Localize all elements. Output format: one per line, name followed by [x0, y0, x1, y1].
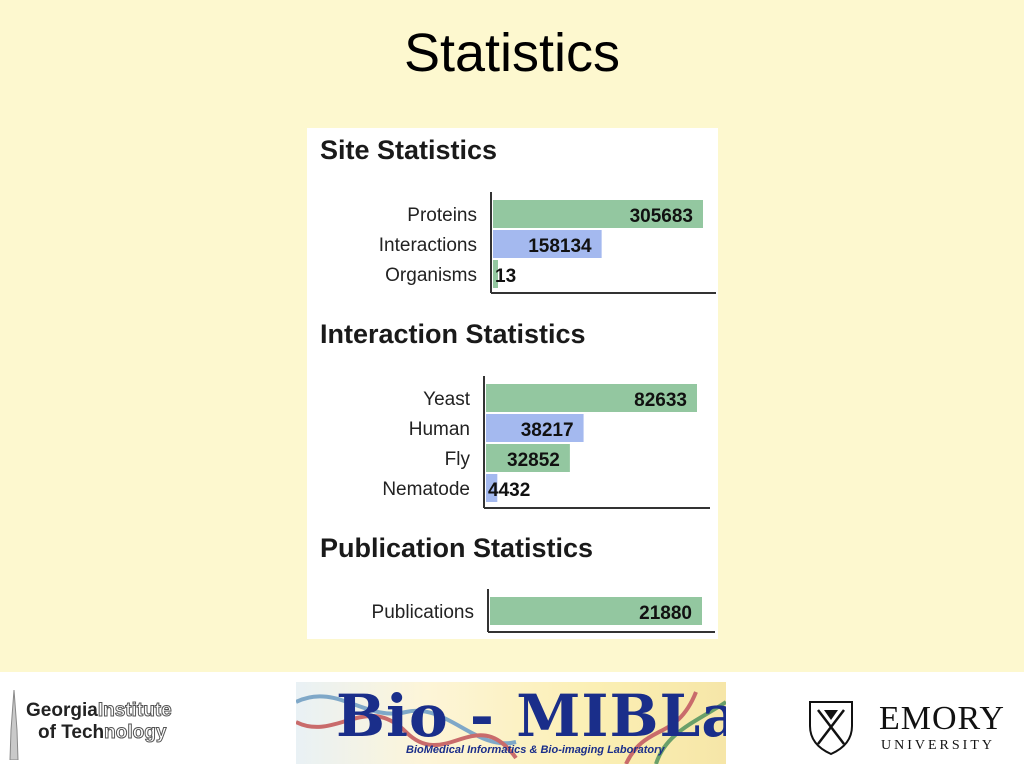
category-label-organisms: Organisms — [385, 265, 477, 286]
gt-line2-light: nology — [104, 722, 167, 744]
category-label-yeast: Yeast — [423, 389, 471, 410]
site-statistics-title: Site Statistics — [320, 135, 497, 165]
bar-organisms — [493, 260, 498, 288]
category-label-interactions: Interactions — [379, 235, 477, 256]
value-label-fly: 32852 — [507, 450, 560, 471]
bio-miblab-logo: Bio - MIBLab BioMedical Informatics & Bi… — [296, 682, 726, 764]
tech-tower-icon — [9, 690, 19, 760]
category-label-publications: Publications — [372, 602, 474, 623]
bar-human — [486, 414, 584, 442]
bar-proteins — [493, 200, 703, 228]
slide-title: Statistics — [403, 23, 621, 83]
category-label-nematode: Nematode — [382, 479, 470, 500]
footer-logos: GeorgiaInstitute of Technology Bio - MIB… — [0, 672, 1024, 768]
value-label-yeast: 82633 — [634, 390, 687, 411]
value-label-publications: 21880 — [639, 603, 692, 624]
category-label-proteins: Proteins — [407, 205, 477, 226]
gt-line2-bold: of Tech — [38, 722, 105, 743]
bar-publications — [490, 597, 702, 625]
emory-name: EMORY — [879, 700, 1005, 737]
emory-logo: EMORY UNIVERSITY — [806, 698, 1016, 762]
value-label-proteins: 305683 — [630, 206, 693, 227]
value-label-organisms: 13 — [495, 266, 516, 287]
gt-line1-bold: Georgia — [26, 700, 98, 721]
value-label-nematode: 4432 — [488, 480, 530, 501]
statistics-panel: Site Statistics Proteins 305683 Interaction… — [307, 128, 718, 639]
miblab-title: Bio - MIBLab — [336, 682, 726, 750]
interaction-statistics-title: Interaction Statistics — [320, 319, 586, 349]
bar-yeast — [486, 384, 697, 412]
category-label-fly: Fly — [445, 449, 471, 470]
emory-subtitle: UNIVERSITY — [881, 738, 995, 753]
emory-shield-icon — [809, 701, 853, 756]
value-label-human: 38217 — [521, 420, 574, 441]
georgia-tech-logo: GeorgiaInstitute of Technology — [6, 690, 226, 760]
bar-nematode — [486, 474, 498, 502]
miblab-subtitle: BioMedical Informatics & Bio-imaging Lab… — [406, 744, 665, 756]
statistics-charts: Site Statistics Proteins 305683 Interaction… — [320, 135, 716, 633]
publication-statistics-title: Publication Statistics — [320, 533, 593, 563]
gt-line1-light: Institute — [97, 700, 172, 722]
value-label-interactions: 158134 — [528, 236, 592, 257]
category-label-human: Human — [409, 419, 470, 440]
dna-helix-icon — [296, 691, 726, 764]
bar-fly — [486, 444, 570, 472]
bar-interactions — [493, 230, 602, 258]
